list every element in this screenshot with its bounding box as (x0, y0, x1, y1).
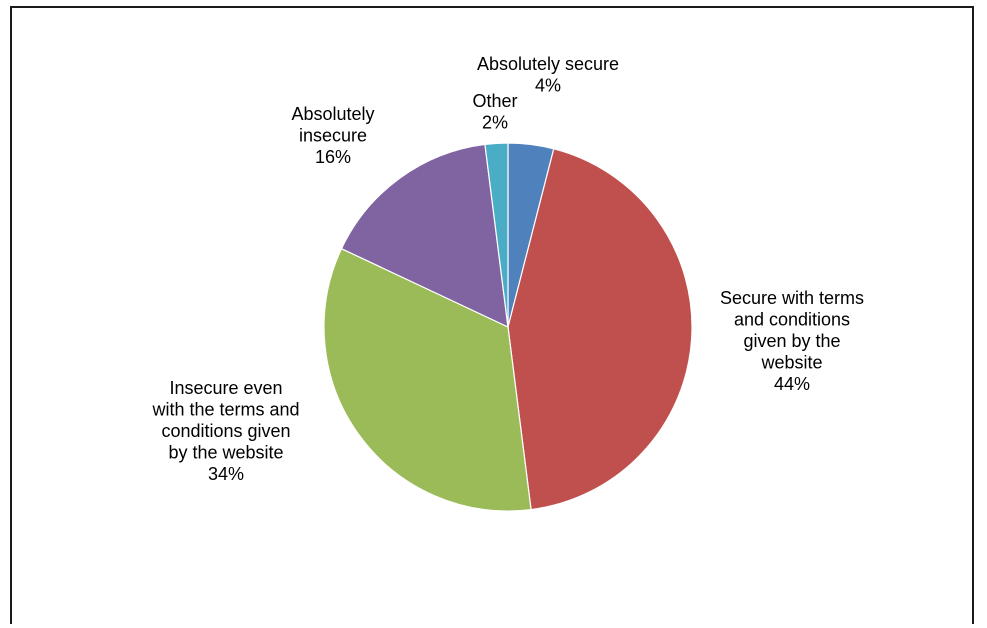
data-label-2-line-1: Secure with terms (720, 288, 864, 308)
data-label-1-line-1: Absolutely secure (477, 54, 619, 74)
data-label-1: Absolutely secure 4% (477, 54, 619, 96)
data-label-5-line-1: Other (472, 91, 517, 111)
pie-slices (323, 142, 693, 512)
data-label-4-line-1: Absolutely (291, 104, 374, 124)
data-label-3-line-4: by the website (168, 443, 283, 463)
data-label-5: Other 2% (472, 91, 517, 133)
data-label-1-line-2: 4% (535, 76, 561, 96)
data-label-4: Absolutely insecure 16% (291, 104, 374, 167)
data-label-4-line-3: 16% (315, 147, 351, 167)
data-label-3-line-5: 34% (208, 464, 244, 484)
data-label-3-line-2: with the terms and (151, 400, 299, 420)
pie-slice-4 (340, 143, 509, 329)
pie-data-labels: Absolutely secure 4% Secure with terms and … (151, 54, 864, 484)
pie-slice-5 (484, 142, 509, 328)
data-label-2-line-2: and conditions (734, 310, 850, 330)
data-label-2: Secure with terms and conditions given by … (720, 288, 864, 394)
pie-slice-2 (507, 148, 693, 511)
data-label-3-line-1: Insecure even (169, 378, 282, 398)
data-label-3-line-3: conditions given (161, 421, 290, 441)
data-label-2-line-3: given by the (743, 331, 840, 351)
data-label-4-line-2: insecure (299, 126, 367, 146)
pie-slice-3 (323, 247, 532, 512)
data-label-5-line-2: 2% (482, 113, 508, 133)
data-label-2-line-4: website (760, 353, 822, 373)
data-label-2-line-5: 44% (774, 374, 810, 394)
data-label-3: Insecure even with the terms and condition… (151, 378, 299, 484)
